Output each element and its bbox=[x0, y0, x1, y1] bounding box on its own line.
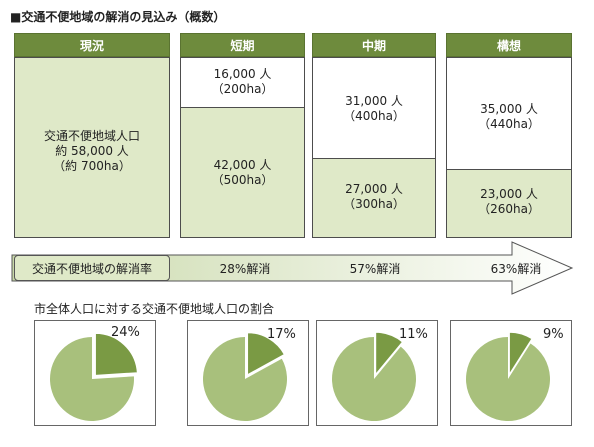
current-label: 交通不便地域人口 bbox=[43, 129, 140, 143]
vision-remaining-area: （260ha） bbox=[478, 202, 540, 216]
pie-chart-current bbox=[50, 332, 138, 421]
pie-slice-value-mid-term bbox=[375, 331, 404, 376]
current-population: 約 58,000 人 bbox=[55, 144, 129, 158]
short-term-resolved-box: 16,000 人 （200ha） bbox=[180, 57, 305, 108]
mid-term-remaining-area: （300ha） bbox=[343, 197, 405, 211]
mid-term-resolved-population: 31,000 人 bbox=[345, 94, 403, 108]
pie-box-current: 24% bbox=[34, 320, 156, 426]
page-title: ■交通不便地域の解消の見込み（概数） bbox=[10, 10, 226, 24]
current-area: （約 700ha） bbox=[53, 159, 131, 173]
resolution-rate-short-term: 28%解消 bbox=[219, 262, 271, 276]
pie-box-vision: 9% bbox=[450, 320, 572, 426]
resolution-rate-mid-term: 57%解消 bbox=[349, 262, 401, 276]
pie-slice-remaining-short-term bbox=[203, 337, 287, 421]
column-header-current: 現況 bbox=[14, 33, 170, 57]
vision-resolved-population: 35,000 人 bbox=[480, 102, 538, 116]
short-term-resolved-area: （200ha） bbox=[211, 82, 274, 96]
pie-chart-vision bbox=[466, 331, 550, 421]
pie-chart-short-term bbox=[203, 332, 287, 421]
pie-label-mid-term: 11% bbox=[399, 327, 428, 342]
pie-label-short-term: 17% bbox=[267, 327, 296, 342]
mid-term-remaining-box: 27,000 人 （300ha） bbox=[312, 158, 436, 238]
vision-remaining-population: 23,000 人 bbox=[480, 187, 538, 201]
mid-term-remaining-population: 27,000 人 bbox=[345, 182, 403, 196]
pie-slice-value-vision bbox=[508, 331, 533, 376]
pie-slice-remaining-mid-term bbox=[332, 337, 416, 421]
vision-resolved-box: 35,000 人 （440ha） bbox=[446, 57, 572, 170]
column-header-mid-term: 中期 bbox=[312, 33, 436, 57]
pie-slice-value-current bbox=[94, 332, 138, 376]
resolution-rate-vision: 63%解消 bbox=[490, 262, 542, 276]
pie-label-vision: 9% bbox=[543, 327, 564, 342]
pie-label-current: 24% bbox=[111, 325, 140, 340]
short-term-remaining-box: 42,000 人 （500ha） bbox=[180, 107, 305, 238]
short-term-remaining-population: 42,000 人 bbox=[213, 158, 272, 172]
mid-term-resolved-area: （400ha） bbox=[343, 109, 405, 123]
pie-slice-value-short-term bbox=[247, 332, 286, 376]
pie-slice-remaining-vision bbox=[466, 337, 550, 421]
column-header-vision: 構想 bbox=[446, 33, 572, 57]
pie-box-mid-term: 11% bbox=[316, 320, 438, 426]
pie-box-short-term: 17% bbox=[187, 320, 309, 426]
current-population-box: 交通不便地域人口 約 58,000 人 （約 700ha） bbox=[14, 57, 170, 238]
short-term-resolved-population: 16,000 人 bbox=[213, 67, 272, 81]
pie-chart-mid-term bbox=[332, 331, 416, 421]
vision-resolved-area: （440ha） bbox=[478, 117, 540, 131]
mid-term-resolved-box: 31,000 人 （400ha） bbox=[312, 57, 436, 159]
pie-section-subtitle: 市全体人口に対する交通不便地域人口の割合 bbox=[34, 302, 275, 316]
pie-slice-remaining-current bbox=[50, 337, 134, 421]
column-header-short-term: 短期 bbox=[180, 33, 305, 57]
vision-remaining-box: 23,000 人 （260ha） bbox=[446, 169, 572, 238]
resolution-rate-label: 交通不便地域の解消率 bbox=[14, 255, 170, 281]
short-term-remaining-area: （500ha） bbox=[211, 173, 274, 187]
